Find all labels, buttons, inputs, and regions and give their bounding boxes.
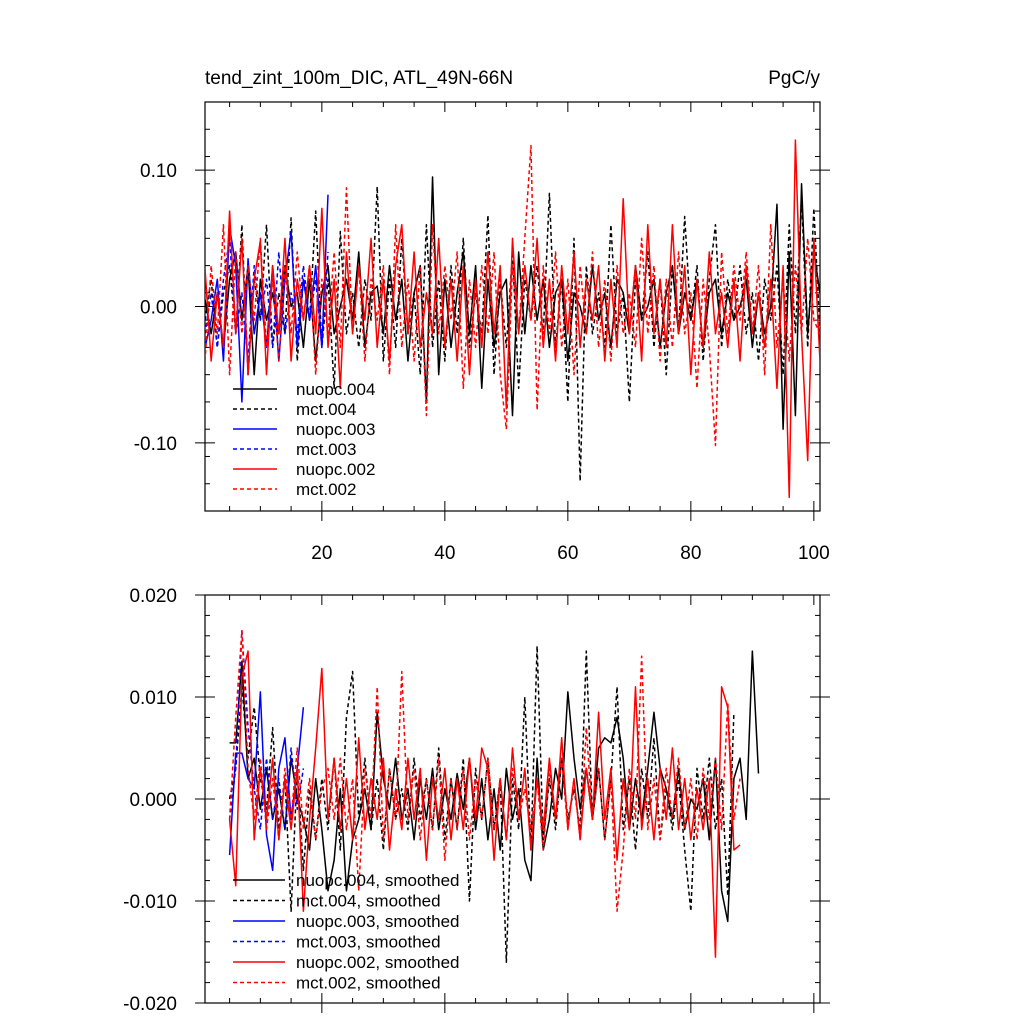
bottom-series-line-nuopc-004-smoothed [229,650,760,923]
bottom-legend-label: nuopc.003, smoothed [296,912,460,931]
bottom-ytick-label: -0.010 [123,892,177,913]
top-legend-label: nuopc.002 [296,460,375,479]
top-chart-title: tend_zint_100m_DIC, ATL_49N-66N [205,68,513,89]
top-series-line-mct-002 [205,144,820,447]
bottom-legend-label: mct.003, smoothed [296,933,441,952]
top-xtick-label: 20 [311,543,332,564]
bottom-series-group [228,629,760,963]
bottom-series-line-mct-004-smoothed [228,645,735,963]
bottom-ytick-label: 0.010 [129,688,177,709]
bottom-series-line-nuopc-002-smoothed [228,650,741,958]
top-series-line-mct-004 [205,185,820,482]
top-ytick-label: 0.00 [140,298,177,319]
top-legend-label: mct.004 [296,400,356,419]
top-ytick-label: -0.10 [134,434,177,455]
top-legend-label: nuopc.004 [296,380,375,399]
bottom-ytick-label: -0.020 [123,994,177,1015]
bottom-series-line-nuopc-003-smoothed [228,691,305,872]
bottom-series-line-mct-002-smoothed [228,629,741,912]
top-xtick-label: 80 [680,543,701,564]
top-xtick-label: 40 [434,543,455,564]
bottom-ytick-label: 0.000 [129,790,177,811]
top-legend-label: mct.003 [296,440,356,459]
top-units-label: PgC/y [768,68,820,89]
top-series-line-mct-003 [205,237,329,362]
bottom-legend-label: mct.004, smoothed [296,892,441,911]
top-panel: -0.10 0.00 0.10 20 40 60 80 100 tend_zint_100m_D… [134,68,830,564]
bottom-panel: -0.020 -0.010 0.000 0.010 0.020 nuopc.004, sm… [123,586,830,1015]
bottom-ytick-label: 0.020 [129,586,177,607]
top-legend-label: nuopc.003 [296,420,375,439]
bottom-legend-label: nuopc.004, smoothed [296,871,460,890]
top-legend-label: mct.002 [296,480,356,499]
top-xtick-label: 100 [798,543,830,564]
top-series-group [205,139,820,499]
bottom-legend-label: nuopc.002, smoothed [296,953,460,972]
bottom-legend-label: mct.002, smoothed [296,974,441,993]
top-xtick-label: 60 [557,543,578,564]
top-ytick-label: 0.10 [140,161,177,182]
